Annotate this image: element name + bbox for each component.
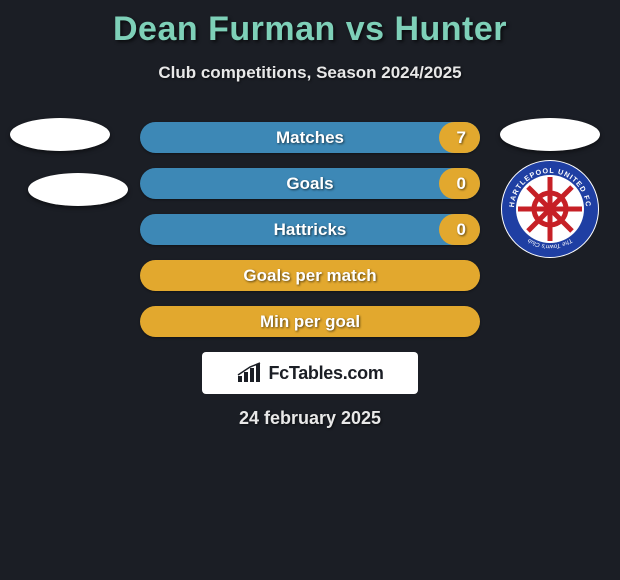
stat-bar: Hattricks 0 [140, 214, 480, 245]
stat-bar-label: Goals per match [243, 266, 376, 286]
stat-bar: Min per goal [140, 306, 480, 337]
stat-bar-label: Matches [276, 128, 344, 148]
page-title: Dean Furman vs Hunter [0, 0, 620, 49]
footer-date: 24 february 2025 [0, 408, 620, 429]
left-badge-group [10, 118, 120, 206]
stat-bars: Matches 7 Goals 0 Hattricks 0 Goals per match M… [140, 122, 480, 352]
stat-bar-right-value: 0 [457, 214, 466, 245]
stat-bar: Goals per match [140, 260, 480, 291]
ellipse-placeholder [500, 118, 600, 151]
brand-logo: FcTables.com [202, 352, 418, 394]
ellipse-placeholder [28, 173, 128, 206]
stat-bar-label: Goals [286, 174, 333, 194]
stat-bar: Goals 0 [140, 168, 480, 199]
brand-text: FcTables.com [268, 363, 383, 384]
page-subtitle: Club competitions, Season 2024/2025 [0, 63, 620, 83]
stat-bar-label: Min per goal [260, 312, 360, 332]
stat-bar: Matches 7 [140, 122, 480, 153]
ellipse-placeholder [10, 118, 110, 151]
club-badge: HARTLEPOOL UNITED FC The Town's Club [500, 159, 600, 259]
stat-bar-right-value: 0 [457, 168, 466, 199]
bars-icon [236, 362, 262, 384]
stat-bar-right-value: 7 [457, 122, 466, 153]
stat-bar-label: Hattricks [274, 220, 347, 240]
right-badge-group: HARTLEPOOL UNITED FC The Town's Club [500, 118, 610, 259]
